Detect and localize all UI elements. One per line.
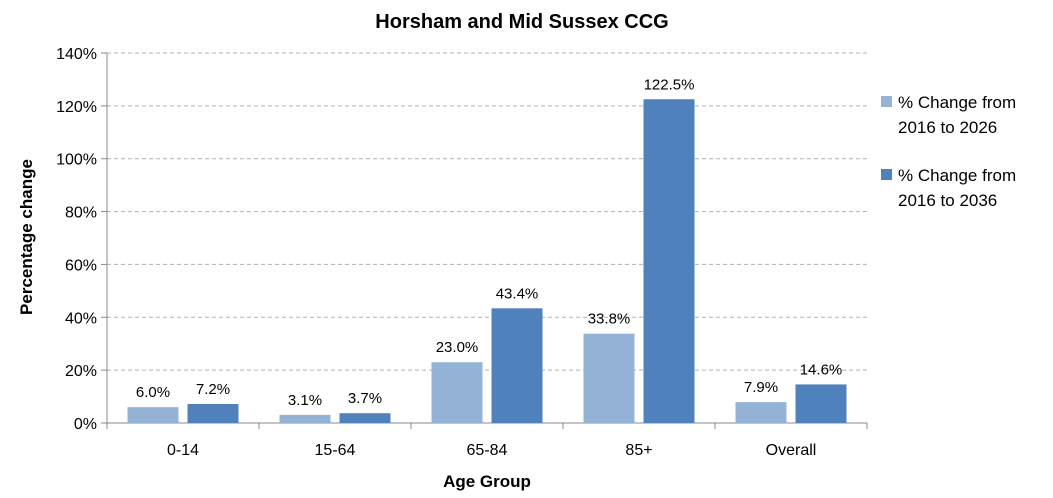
y-tick-label: 140%	[56, 46, 97, 63]
legend: % Change from 2016 to 2026 % Change from 20…	[881, 93, 1016, 210]
x-tick-label: 15-64	[315, 442, 356, 459]
bar	[187, 403, 239, 423]
x-tick-label: Overall	[766, 442, 817, 459]
data-label: 3.7%	[348, 390, 382, 407]
x-tick-label: 85+	[625, 442, 652, 459]
x-tick-label: 0-14	[167, 442, 199, 459]
data-label: 122.5%	[644, 76, 695, 93]
y-tick-label: 20%	[65, 363, 97, 380]
bars	[127, 99, 847, 423]
legend-label: % Change from	[898, 166, 1016, 185]
bar	[339, 413, 391, 423]
x-axis: 0-14 15-64 65-84 85+ Overall	[106, 422, 868, 459]
data-label: 23.0%	[436, 339, 479, 356]
data-label: 14.6%	[800, 361, 843, 378]
x-tick-label: 65-84	[467, 442, 508, 459]
y-tick-label: 40%	[65, 310, 97, 327]
bar	[583, 333, 635, 423]
chart-title: Horsham and Mid Sussex CCG	[375, 11, 668, 33]
legend-label: 2016 to 2026	[898, 118, 997, 137]
data-label: 7.9%	[744, 379, 778, 396]
legend-label: 2016 to 2036	[898, 191, 997, 210]
legend-label: % Change from	[898, 93, 1016, 112]
bar	[431, 362, 483, 423]
legend-swatch	[881, 169, 892, 180]
y-axis: 0% 20% 40% 60% 80% 100% 120% 140%	[56, 46, 108, 433]
y-tick-label: 100%	[56, 152, 97, 169]
data-label: 7.2%	[196, 381, 230, 398]
y-tick-label: 60%	[65, 257, 97, 274]
bar	[127, 407, 179, 423]
y-axis-title: Percentage change	[17, 159, 36, 315]
gridlines	[107, 52, 867, 371]
legend-swatch	[881, 96, 892, 107]
bar	[279, 414, 331, 423]
y-tick-label: 80%	[65, 205, 97, 222]
y-tick-label: 0%	[74, 416, 97, 433]
bar	[491, 308, 543, 423]
data-label: 6.0%	[136, 384, 170, 401]
y-tick-label: 120%	[56, 99, 97, 116]
data-labels: 6.0% 7.2% 3.1% 3.7% 23.0% 43.4% 33.8% 122.5% 7.9…	[136, 76, 842, 409]
bar	[735, 402, 787, 423]
data-label: 43.4%	[496, 285, 539, 302]
bar	[795, 384, 847, 423]
bar	[643, 99, 695, 423]
x-axis-title: Age Group	[443, 472, 531, 491]
data-label: 33.8%	[588, 311, 631, 328]
data-label: 3.1%	[288, 392, 322, 409]
